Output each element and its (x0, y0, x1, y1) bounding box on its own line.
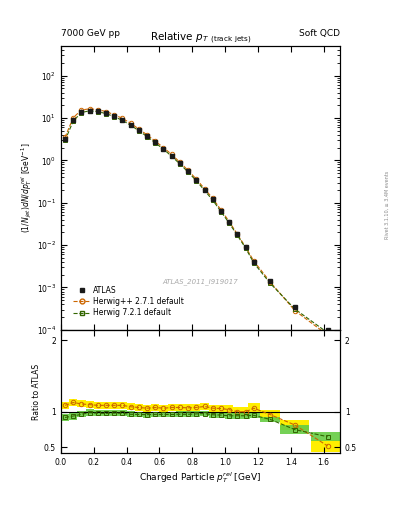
Legend: ATLAS, Herwig++ 2.7.1 default, Herwig 7.2.1 default: ATLAS, Herwig++ 2.7.1 default, Herwig 7.… (73, 286, 184, 317)
Text: Soft QCD: Soft QCD (299, 29, 340, 38)
X-axis label: Charged Particle $p_T^{rel}$ [GeV]: Charged Particle $p_T^{rel}$ [GeV] (140, 470, 261, 485)
Title: Relative $p_T$ $\mathregular{_{(track\ jets)}}$: Relative $p_T$ $\mathregular{_{(track\ j… (150, 31, 251, 46)
Y-axis label: $(1/N_{jet})dN/dp_T^{rel}$ [GeV$^{-1}$]: $(1/N_{jet})dN/dp_T^{rel}$ [GeV$^{-1}$] (19, 143, 34, 233)
Text: 7000 GeV pp: 7000 GeV pp (61, 29, 120, 38)
Text: ATLAS_2011_I919017: ATLAS_2011_I919017 (163, 278, 238, 285)
Y-axis label: Ratio to ATLAS: Ratio to ATLAS (32, 364, 41, 419)
Text: Rivet 3.1.10, ≥ 3.4M events: Rivet 3.1.10, ≥ 3.4M events (385, 170, 389, 239)
